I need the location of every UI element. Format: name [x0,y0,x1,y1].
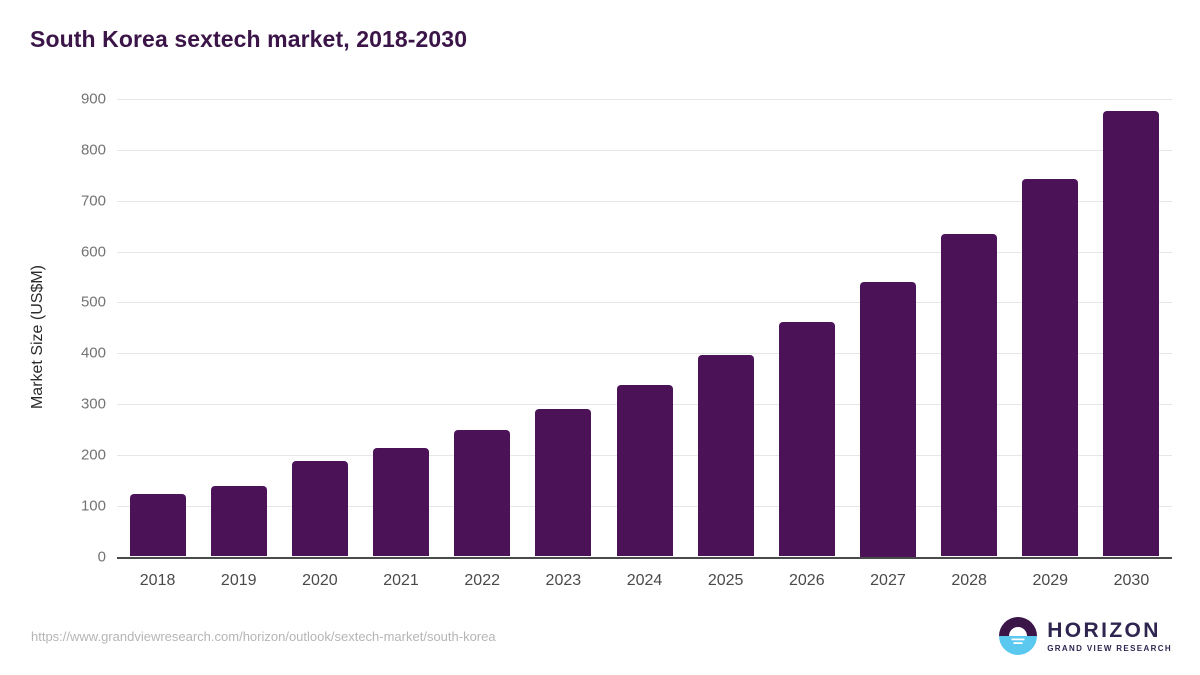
horizon-logo: HORIZON GRAND VIEW RESEARCH [998,616,1172,656]
x-axis-tick-label: 2030 [1113,572,1150,589]
bar-2027[interactable] [859,282,916,557]
y-axis-tick-label: 100 [80,497,106,515]
bar-2018[interactable] [129,494,186,557]
horizon-logo-text: HORIZON GRAND VIEW RESEARCH [1047,620,1172,653]
bar-2029[interactable] [1022,178,1079,557]
y-axis-tick-label: 600 [80,243,106,260]
bar-2023[interactable] [535,408,592,557]
x-axis-tick-label: 2021 [383,572,419,589]
y-axis-tick-label: 300 [80,395,106,413]
x-axis-tick-label: 2025 [707,572,744,589]
x-axis-tick-label: 2026 [789,572,825,589]
x-axis-tick-label: 2029 [1032,572,1069,589]
y-axis-tick-label: 900 [80,90,106,108]
bar-2022[interactable] [454,429,511,557]
y-axis-tick-label: 500 [80,293,106,311]
gridline [117,149,1172,151]
bar-2021[interactable] [373,447,430,557]
bar-2020[interactable] [291,460,348,557]
x-axis-tick-label: 2027 [870,572,906,589]
gridline [117,99,1172,100]
x-axis-tick-label: 2018 [139,572,176,589]
x-axis-tick-label: 2020 [302,572,338,589]
y-axis-tick-label: 700 [80,192,106,210]
x-axis-tick-labels: 2018 2019 2020 2021 2022 2023 2024 2025 2026 2027… [117,572,1172,600]
x-axis-tick-label: 2023 [545,572,582,589]
bar-series [117,0,1172,675]
x-axis-tick-label: 2028 [951,572,987,589]
y-axis-title: Market Size (US$M) [29,264,46,410]
bar-2024[interactable] [616,384,673,557]
gridline [117,251,1172,253]
bar-2028[interactable] [941,234,998,557]
y-axis-tick-label: 800 [80,141,106,159]
x-axis-line [117,556,1172,559]
x-axis-tick-label: 2019 [220,572,257,589]
x-axis-tick-label: 2024 [626,572,663,589]
gridline [117,200,1172,202]
y-axis-tick-label: 400 [80,344,106,362]
horizon-logo-icon [999,617,1038,655]
logo-tagline: GRAND VIEW RESEARCH [1047,643,1172,653]
bar-2019[interactable] [210,485,267,557]
y-axis-tick-label: 200 [80,446,106,464]
page-title: South Korea sextech market, 2018-2030 [30,26,468,52]
y-axis-tick-labels: 0 100 200 300 400 500 600 700 800 900 [46,0,106,675]
gridline [117,302,1172,304]
logo-wordmark: HORIZON [1047,618,1161,642]
bar-2026[interactable] [778,322,835,557]
bar-2025[interactable] [697,355,754,557]
y-axis-tick-label: 0 [97,548,106,565]
x-axis-tick-label: 2022 [464,572,500,589]
bar-2030[interactable] [1103,110,1160,557]
gridline [117,353,1172,355]
source-url[interactable]: https://www.grandviewresearch.com/horizo… [31,629,496,644]
